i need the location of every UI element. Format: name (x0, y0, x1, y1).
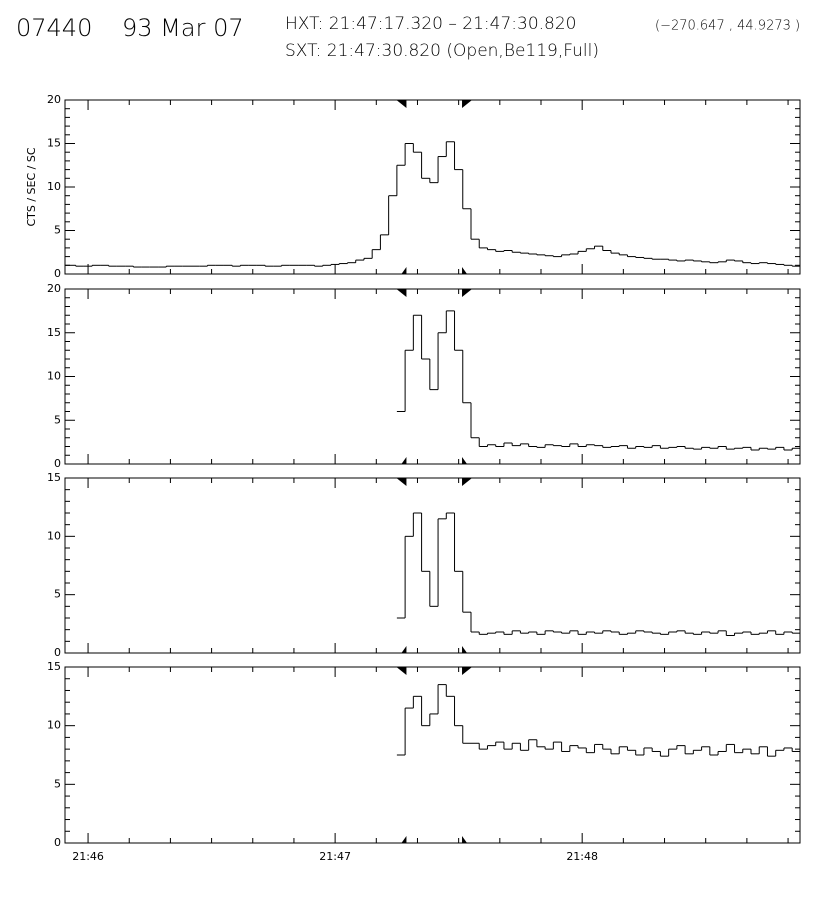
interval-marker (401, 646, 407, 653)
interval-marker (462, 267, 468, 274)
event-id: 07440 (16, 14, 92, 42)
coords: (−270.647 , 44.9273 ) (655, 19, 800, 34)
step-riser (404, 684, 793, 757)
y-tick-label: 15 (47, 326, 61, 339)
interval-marker (462, 646, 468, 653)
interval-marker (396, 100, 407, 108)
y-tick-label: 0 (54, 836, 61, 849)
step-riser (404, 513, 793, 636)
y-tick-label: 5 (54, 588, 61, 601)
y-tick-label: 10 (47, 370, 61, 383)
y-tick-label: 5 (54, 777, 61, 790)
interval-marker (462, 836, 468, 843)
y-tick-label: 0 (54, 457, 61, 470)
interval-marker (462, 457, 468, 464)
y-tick-label: 5 (54, 413, 61, 426)
event-date: 93 Mar 07 (122, 14, 244, 42)
y-tick-label: 10 (47, 529, 61, 542)
plot-frame (64, 477, 801, 654)
x-tick-label: 21:48 (566, 850, 598, 863)
interval-marker (462, 667, 473, 675)
plot-frame (64, 666, 801, 844)
y-tick-label: 15 (47, 471, 61, 484)
interval-marker (462, 100, 473, 108)
interval-marker (401, 267, 407, 274)
x-tick-label: 21:47 (319, 850, 351, 863)
y-tick-label: 15 (47, 137, 61, 150)
step-riser (404, 310, 793, 450)
y-tick-label: 0 (54, 646, 61, 659)
sxt-info: SXT: 21:47:30.820 (Open,Be119,Full) (285, 41, 599, 61)
y-tick-label: 10 (47, 180, 61, 193)
y-tick-label: 5 (54, 224, 61, 237)
interval-marker (401, 457, 407, 464)
y-tick-label: 20 (47, 282, 61, 295)
x-tick-label: 21:46 (72, 850, 104, 863)
interval-marker (396, 478, 407, 486)
interval-marker (401, 836, 407, 843)
y-tick-label: 20 (47, 93, 61, 106)
interval-marker (462, 478, 473, 486)
y-axis-label: CTS / SEC / SC (25, 147, 38, 226)
y-tick-label: 15 (47, 660, 61, 673)
interval-marker (396, 289, 407, 297)
y-tick-label: 10 (47, 719, 61, 732)
y-tick-label: 0 (54, 267, 61, 280)
interval-marker (462, 289, 473, 297)
interval-marker (396, 667, 407, 675)
hxt-interval: HXT: 21:47:17.320 – 21:47:30.820 (285, 14, 577, 34)
